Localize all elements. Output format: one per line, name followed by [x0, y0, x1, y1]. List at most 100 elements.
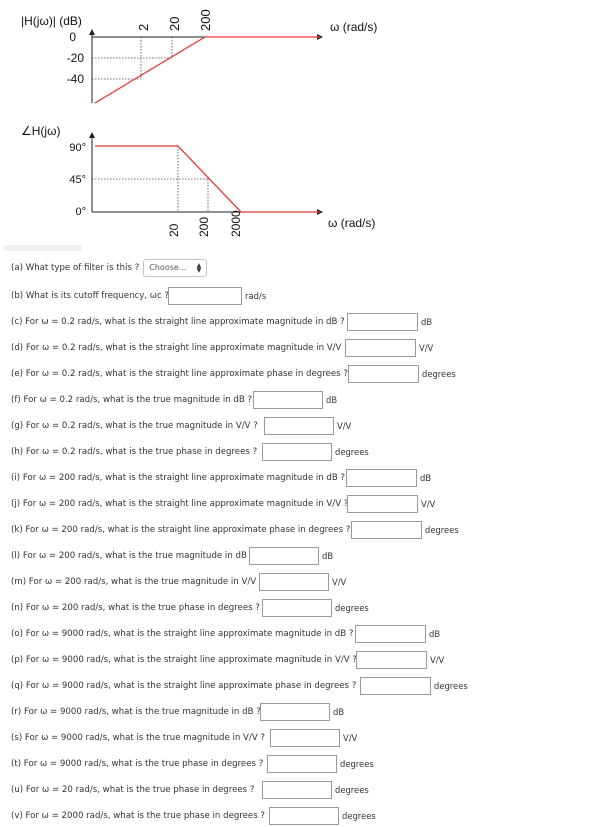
question-row: (u) For ω = 20 rad/s, what is the true p… [11, 780, 369, 800]
unit-label: V/V [332, 577, 347, 587]
question-text: (m) For ω = 200 rad/s, what is the true … [11, 577, 264, 587]
answer-input[interactable] [345, 339, 416, 357]
unit-label: degrees [335, 603, 369, 613]
unit-label: V/V [430, 655, 445, 665]
question-text: (t) For ω = 9000 rad/s, what is the true… [11, 759, 264, 769]
answer-input[interactable] [253, 391, 323, 409]
question-row: (v) For ω = 2000 rad/s, what is the true… [11, 806, 376, 826]
question-text: (q) For ω = 9000 rad/s, what is the stra… [11, 681, 357, 691]
question-row: (f) For ω = 0.2 rad/s, what is the true … [11, 390, 337, 410]
question-row: (o) For ω = 9000 rad/s, what is the stra… [11, 624, 440, 644]
unit-label: dB [429, 629, 441, 639]
question-text: (p) For ω = 9000 rad/s, what is the stra… [11, 655, 357, 665]
select-arrows-icon: ▲ ▼ [196, 262, 202, 274]
question-text: (n) For ω = 200 rad/s, what is the true … [11, 603, 260, 613]
answer-input[interactable] [348, 365, 419, 383]
unit-label: dB [333, 707, 345, 717]
phase-y-label: ∠H(jω) [21, 124, 60, 138]
magnitude-x-tick: 200 [198, 9, 213, 31]
unit-label: V/V [337, 421, 352, 431]
question-text: (i) For ω = 200 rad/s, what is the strai… [11, 473, 346, 483]
answer-input[interactable] [346, 469, 417, 487]
answer-input[interactable] [260, 703, 330, 721]
answer-input[interactable] [347, 313, 418, 331]
unit-label: degrees [335, 785, 369, 795]
magnitude-y-tick: 0 [69, 30, 76, 44]
question-row: (e) For ω = 0.2 rad/s, what is the strai… [11, 364, 456, 384]
phase-x-tick: 20 [167, 223, 181, 237]
question-text: (e) For ω = 0.2 rad/s, what is the strai… [11, 369, 348, 379]
unit-label: degrees [340, 759, 374, 769]
question-row: (r) For ω = 9000 rad/s, what is the true… [11, 702, 344, 722]
magnitude-response-line [94, 36, 320, 104]
answer-input[interactable] [262, 443, 332, 461]
unit-label: dB [322, 551, 334, 561]
answer-input[interactable] [249, 547, 319, 565]
answer-input[interactable] [262, 781, 332, 799]
phase-y-tick: 45° [69, 174, 86, 186]
magnitude-y-label: |H(jω)| (dB) [21, 14, 82, 28]
question-row: (b) What is its cutoff frequency, ωc ? ra… [11, 286, 266, 306]
phase-x-tick: 2000 [229, 210, 243, 237]
phase-x-tick: 200 [197, 217, 211, 237]
magnitude-plot: |H(jω)| (dB) ω (rad/s) 0 -20 -40 2 20 20… [21, 9, 377, 104]
question-text: (o) For ω = 9000 rad/s, what is the stra… [11, 629, 354, 639]
answer-input[interactable] [267, 755, 337, 773]
question-row: (j) For ω = 200 rad/s, what is the strai… [11, 494, 435, 514]
question-text: (j) For ω = 200 rad/s, what is the strai… [11, 499, 349, 509]
watermark-logo [4, 245, 82, 251]
phase-plot: ∠H(jω) ω (rad/s) 90° 45° 0° 20 200 2000 [21, 124, 375, 237]
question-text: (l) For ω = 200 rad/s, what is the true … [11, 551, 255, 561]
unit-label: rad/s [245, 291, 267, 301]
unit-label: degrees [335, 447, 369, 457]
magnitude-y-tick: -20 [67, 51, 85, 65]
question-text: (u) For ω = 20 rad/s, what is the true p… [11, 785, 255, 795]
question-text: (c) For ω = 0.2 rad/s, what is the strai… [11, 317, 345, 327]
answer-input[interactable] [360, 677, 431, 695]
question-row: (n) For ω = 200 rad/s, what is the true … [11, 598, 369, 618]
magnitude-x-tick: 2 [136, 24, 151, 31]
question-row: (t) For ω = 9000 rad/s, what is the true… [11, 754, 374, 774]
question-row: (i) For ω = 200 rad/s, what is the strai… [11, 468, 431, 488]
answer-input[interactable] [259, 573, 329, 591]
answer-input[interactable] [356, 651, 427, 669]
unit-label: degrees [434, 681, 468, 691]
unit-label: V/V [421, 499, 436, 509]
unit-label: degrees [422, 369, 456, 379]
question-row: (k) For ω = 200 rad/s, what is the strai… [11, 520, 459, 540]
question-text: (v) For ω = 2000 rad/s, what is the true… [11, 811, 265, 821]
question-row: (l) For ω = 200 rad/s, what is the true … [11, 546, 333, 566]
answer-input[interactable] [168, 287, 242, 305]
answer-input[interactable] [264, 417, 334, 435]
select-value: Choose... [149, 263, 187, 272]
answer-input[interactable] [269, 807, 339, 825]
question-row: (d) For ω = 0.2 rad/s, what is the strai… [11, 338, 433, 358]
question-row: (a) What type of filter is this ? Choose.… [11, 258, 208, 278]
unit-label: dB [421, 317, 433, 327]
question-text: (s) For ω = 9000 rad/s, what is the true… [11, 733, 265, 743]
answer-input[interactable] [262, 599, 332, 617]
phase-response-line [95, 145, 320, 213]
question-text: (h) For ω = 0.2 rad/s, what is the true … [11, 447, 258, 457]
question-text: (d) For ω = 0.2 rad/s, what is the strai… [11, 343, 349, 353]
phase-y-tick: 90° [69, 142, 86, 154]
answer-input[interactable] [270, 729, 340, 747]
unit-label: V/V [419, 343, 434, 353]
magnitude-x-label: ω (rad/s) [330, 20, 377, 34]
answer-input[interactable] [355, 625, 426, 643]
unit-label: dB [420, 473, 432, 483]
question-text: (b) What is its cutoff frequency, ωc ? [11, 291, 169, 301]
question-text: (r) For ω = 9000 rad/s, what is the true… [11, 707, 261, 717]
magnitude-y-tick: -40 [67, 72, 85, 86]
question-text: (f) For ω = 0.2 rad/s, what is the true … [11, 395, 253, 405]
unit-label: degrees [425, 525, 459, 535]
question-row: (p) For ω = 9000 rad/s, what is the stra… [11, 650, 444, 670]
answer-input[interactable] [351, 521, 422, 539]
filter-type-select[interactable]: Choose... ▲ ▼ [143, 259, 208, 277]
magnitude-x-tick: 20 [167, 17, 182, 31]
question-row: (g) For ω = 0.2 rad/s, what is the true … [11, 416, 351, 436]
answer-input[interactable] [347, 495, 418, 513]
question-row: (m) For ω = 200 rad/s, what is the true … [11, 572, 346, 592]
unit-label: degrees [342, 811, 376, 821]
phase-x-label: ω (rad/s) [328, 216, 375, 230]
